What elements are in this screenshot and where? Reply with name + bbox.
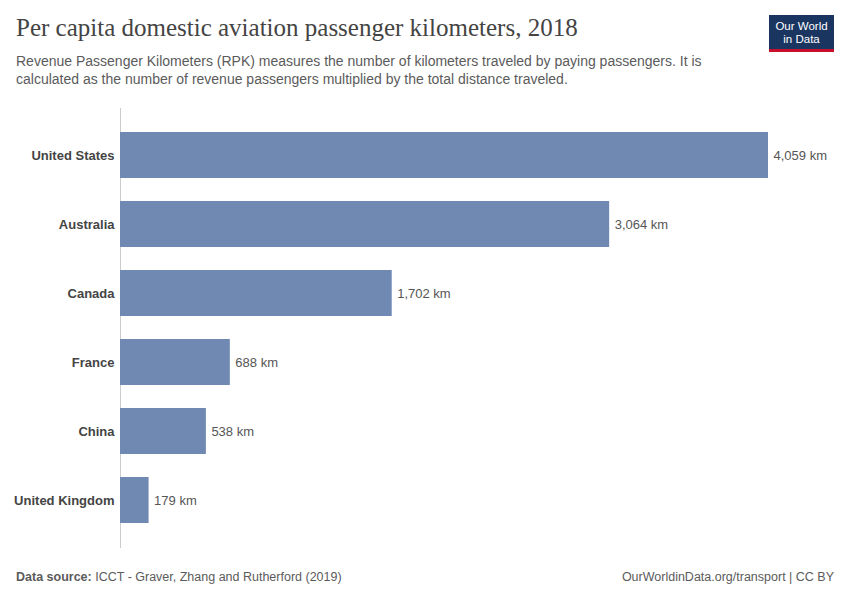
html-text:Revenue Passenger Kilometers (: Revenue Passenger Kilometers (RPK) measu… bbox=[16, 53, 702, 87]
html-text:Data source: ICCT - Graver, Zh: Data source: ICCT - Graver, Zhang and Ru… bbox=[16, 570, 342, 584]
svg-text:688 km: 688 km bbox=[235, 355, 278, 370]
svg-text:3,064 km: 3,064 km bbox=[615, 217, 668, 232]
svg-text:Australia: Australia bbox=[59, 217, 115, 232]
svg-text:Canada: Canada bbox=[68, 286, 116, 301]
svg-text:538 km: 538 km bbox=[211, 424, 254, 439]
svg-text:4,059 km: 4,059 km bbox=[774, 148, 827, 163]
html-text:Per capita domestic aviation p: Per capita domestic aviation passenger k… bbox=[16, 14, 578, 41]
svg-text:China: China bbox=[78, 424, 115, 439]
svg-text:United States: United States bbox=[31, 148, 114, 163]
svg-text:179 km: 179 km bbox=[154, 493, 197, 508]
svg-text:1,702 km: 1,702 km bbox=[397, 286, 450, 301]
svg-text:United Kingdom: United Kingdom bbox=[14, 493, 114, 508]
html-text:in Data: in Data bbox=[783, 33, 820, 45]
html-text:Our World: Our World bbox=[775, 20, 828, 32]
html-text:OurWorldinData.org/transport |: OurWorldinData.org/transport | CC BY bbox=[621, 570, 834, 584]
svg-text:France: France bbox=[72, 355, 115, 370]
